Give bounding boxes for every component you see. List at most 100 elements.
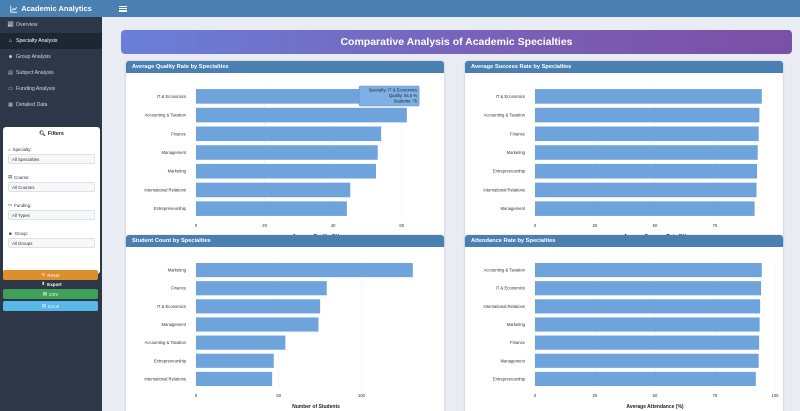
filters-title: 🔍︎ Filters bbox=[39, 131, 64, 137]
specialty-filter: ⌂ Specialty: All Specialties bbox=[8, 146, 95, 164]
bar[interactable] bbox=[196, 145, 378, 160]
category-label: International Relations bbox=[483, 304, 525, 309]
category-label: Management bbox=[162, 150, 187, 155]
category-label: Entrepreneurship bbox=[154, 206, 187, 211]
category-label: IT & Economics bbox=[496, 94, 525, 99]
users-icon: ☻ bbox=[7, 54, 14, 60]
users-icon: ☻ bbox=[8, 230, 13, 236]
specialty-select[interactable]: All Specialties bbox=[8, 154, 95, 164]
book-icon: ▤ bbox=[8, 70, 13, 76]
sidebar-item-label: Subject Analysis bbox=[16, 70, 54, 76]
bar[interactable] bbox=[535, 262, 762, 278]
bar[interactable] bbox=[535, 89, 762, 104]
bar[interactable] bbox=[535, 317, 760, 332]
reset-button[interactable]: ↻ Reset bbox=[3, 270, 98, 280]
category-label: Marketing bbox=[168, 268, 187, 273]
quality-chart-title: Average Quality Rate by Specialties bbox=[126, 61, 444, 73]
bar[interactable] bbox=[535, 145, 758, 160]
funding-filter: ▭ Funding: All Types bbox=[8, 202, 95, 220]
top-bar: Academic Analytics bbox=[0, 0, 800, 17]
chart-icon: 📈︎ bbox=[7, 22, 14, 28]
sidebar-item-label: Group Analysis bbox=[16, 54, 51, 60]
bar[interactable] bbox=[535, 201, 755, 216]
x-tick-label: 0 bbox=[534, 393, 537, 398]
bar[interactable] bbox=[196, 182, 351, 198]
bar[interactable] bbox=[535, 281, 762, 296]
bar[interactable] bbox=[196, 371, 273, 387]
line-chart-icon bbox=[10, 5, 18, 13]
controls-panel: ⚙ Controls ↻ Reset ⬇ Export ▤ CSV ▤ Exce… bbox=[3, 261, 100, 311]
app-title: Academic Analytics bbox=[21, 4, 92, 13]
sidebar-item-group-analysis[interactable]: ☻ Group Analysis bbox=[0, 49, 102, 65]
app-brand[interactable]: Academic Analytics bbox=[0, 0, 102, 17]
bar[interactable] bbox=[196, 353, 274, 368]
bar[interactable] bbox=[196, 201, 347, 216]
bar[interactable] bbox=[535, 371, 756, 387]
tooltip-box bbox=[358, 85, 420, 107]
category-label: Accounting & Taxation bbox=[145, 113, 187, 118]
sidebar-item-subject-analysis[interactable]: ▤ Subject Analysis bbox=[0, 65, 102, 81]
x-axis-title: Number of Students bbox=[292, 404, 340, 410]
x-tick-label: 75 bbox=[713, 223, 718, 228]
x-tick-label: 75 bbox=[713, 393, 718, 398]
bar[interactable] bbox=[535, 163, 757, 179]
bar[interactable] bbox=[535, 126, 759, 142]
export-excel-button[interactable]: ▤ Excel bbox=[3, 301, 98, 311]
export-csv-button[interactable]: ▤ CSV bbox=[3, 289, 98, 299]
x-tick-label: 50 bbox=[653, 393, 658, 398]
funding-select[interactable]: All Types bbox=[8, 210, 95, 220]
category-label: Management bbox=[501, 206, 526, 211]
bar[interactable] bbox=[535, 182, 757, 198]
category-label: Marketing bbox=[168, 169, 187, 174]
page-title: Comparative Analysis of Academic Special… bbox=[121, 30, 792, 54]
money-icon: ▭ bbox=[8, 86, 13, 92]
sidebar-item-overview[interactable]: 📈︎ Overview bbox=[0, 17, 102, 33]
attendance-chart-card: Attendance Rate by Specialties Accountin… bbox=[465, 235, 783, 411]
bar[interactable] bbox=[196, 299, 321, 314]
category-label: Management bbox=[501, 358, 526, 363]
category-label: IT & Economics bbox=[157, 304, 186, 309]
sidebar-item-specialty-analysis[interactable]: ⌂ Specialty Analysis bbox=[0, 33, 102, 49]
tooltip-line: Students: 75 bbox=[394, 99, 418, 104]
bar[interactable] bbox=[196, 335, 286, 350]
x-tick-label: 100 bbox=[772, 393, 780, 398]
sidebar-item-label: Funding Analysis bbox=[16, 86, 56, 92]
bar[interactable] bbox=[535, 353, 759, 368]
attendance-chart[interactable]: Accounting & Taxation IT & Economics Inter… bbox=[465, 247, 783, 411]
search-icon: 🔍︎ bbox=[39, 131, 46, 137]
success-chart[interactable]: IT & Economics Accounting & Taxation Finan… bbox=[465, 73, 783, 248]
sidebar-item-funding-analysis[interactable]: ▭ Funding Analysis bbox=[0, 81, 102, 97]
bar[interactable] bbox=[196, 163, 376, 179]
bar[interactable] bbox=[196, 107, 407, 123]
bar[interactable] bbox=[196, 126, 382, 142]
x-tick-label: 60 bbox=[399, 223, 404, 228]
students-chart[interactable]: Marketing Finance IT & Economics Management… bbox=[126, 247, 444, 411]
sidebar-item-detailed-data[interactable]: ▦ Detailed Data bbox=[0, 97, 102, 113]
quality-chart[interactable]: IT & Economics Accounting & Taxation Finan… bbox=[126, 73, 444, 248]
money-icon: ▭ bbox=[8, 202, 13, 207]
x-tick-label: 25 bbox=[593, 393, 598, 398]
excel-file-icon: ▤ bbox=[41, 303, 47, 308]
menu-toggle-icon[interactable] bbox=[119, 5, 127, 12]
category-label: Marketing bbox=[507, 322, 526, 327]
category-label: Finance bbox=[171, 286, 187, 291]
bar[interactable] bbox=[535, 299, 761, 314]
category-label: International Relations bbox=[483, 187, 525, 192]
tooltip-line: Quality: 64.5 % bbox=[389, 93, 418, 98]
bar[interactable] bbox=[196, 317, 319, 332]
gear-icon: ⚙ bbox=[38, 262, 44, 267]
csv-file-icon: ▤ bbox=[42, 291, 47, 296]
course-select[interactable]: All Courses bbox=[8, 182, 95, 192]
main-content: Comparative Analysis of Academic Special… bbox=[102, 17, 800, 411]
x-tick-label: 40 bbox=[331, 223, 336, 228]
bar[interactable] bbox=[535, 335, 760, 350]
bar[interactable] bbox=[535, 107, 760, 123]
success-chart-card: Average Success Rate by Specialties IT &… bbox=[465, 61, 783, 248]
category-label: International Relations bbox=[144, 376, 186, 381]
group-select[interactable]: All Groups bbox=[8, 238, 95, 248]
success-chart-title: Average Success Rate by Specialties bbox=[465, 61, 783, 73]
x-tick-label: 25 bbox=[593, 223, 598, 228]
bar[interactable] bbox=[196, 262, 413, 278]
bar[interactable] bbox=[196, 281, 327, 296]
